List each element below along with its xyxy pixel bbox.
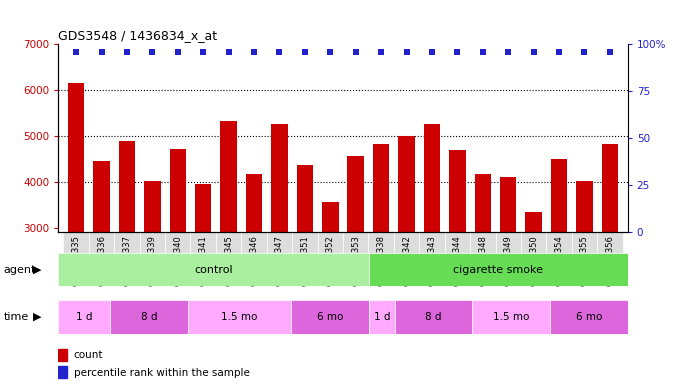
Point	[121, 49, 132, 55]
Point	[427, 49, 438, 55]
Bar	[495, 232, 521, 260]
Text: cigarette smoke: cigarette smoke	[453, 265, 543, 275]
Text: 1 d: 1 d	[76, 312, 93, 322]
Bar	[58, 366, 67, 379]
Bar	[119, 141, 135, 366]
Bar	[58, 253, 369, 286]
Bar	[576, 181, 593, 366]
Bar	[292, 300, 369, 334]
Bar	[63, 232, 88, 260]
Bar	[424, 124, 440, 366]
Bar	[241, 232, 267, 260]
Bar	[343, 232, 368, 260]
Text: count: count	[74, 350, 104, 360]
Bar	[475, 174, 491, 366]
Bar	[550, 300, 628, 334]
Bar	[598, 232, 623, 260]
Bar	[88, 232, 115, 260]
Bar	[449, 150, 466, 366]
Point	[401, 49, 412, 55]
Bar	[188, 300, 292, 334]
Bar	[216, 232, 241, 260]
Point	[528, 49, 539, 55]
Point	[324, 49, 335, 55]
Bar	[220, 121, 237, 366]
Bar	[500, 177, 517, 366]
Bar	[191, 232, 216, 260]
Bar	[58, 349, 67, 361]
Point	[554, 49, 565, 55]
Bar	[292, 232, 318, 260]
Bar	[246, 174, 262, 366]
Text: percentile rank within the sample: percentile rank within the sample	[74, 367, 250, 377]
Bar	[525, 212, 542, 366]
Point	[477, 49, 488, 55]
Text: time: time	[3, 312, 29, 322]
Point	[351, 49, 362, 55]
Bar	[369, 253, 628, 286]
Text: agent: agent	[3, 265, 36, 275]
Text: 8 d: 8 d	[425, 312, 442, 322]
Bar	[521, 232, 546, 260]
Bar	[473, 300, 550, 334]
Bar	[68, 83, 84, 366]
Bar	[165, 232, 191, 260]
Text: ▶: ▶	[33, 265, 41, 275]
Bar	[368, 232, 394, 260]
Bar	[110, 300, 188, 334]
Bar	[445, 232, 470, 260]
Point	[223, 49, 234, 55]
Bar	[571, 232, 598, 260]
Point	[579, 49, 590, 55]
Bar	[296, 166, 313, 366]
Text: 1 d: 1 d	[374, 312, 390, 322]
Bar	[394, 232, 419, 260]
Point	[503, 49, 514, 55]
Bar	[140, 232, 165, 260]
Bar	[169, 149, 186, 366]
Text: GDS3548 / 1436834_x_at: GDS3548 / 1436834_x_at	[58, 29, 217, 42]
Text: 6 mo: 6 mo	[576, 312, 602, 322]
Point	[198, 49, 209, 55]
Point	[274, 49, 285, 55]
Bar	[602, 144, 618, 366]
Bar	[322, 202, 339, 366]
Point	[604, 49, 615, 55]
Point	[248, 49, 259, 55]
Point	[376, 49, 387, 55]
Text: ▶: ▶	[33, 312, 41, 322]
Bar	[470, 232, 495, 260]
Bar	[318, 232, 343, 260]
Bar	[546, 232, 571, 260]
Text: 1.5 mo: 1.5 mo	[493, 312, 530, 322]
Bar	[93, 161, 110, 366]
Bar	[58, 300, 110, 334]
Bar	[144, 181, 161, 366]
Bar	[551, 159, 567, 366]
Bar	[373, 144, 390, 366]
Point	[147, 49, 158, 55]
Bar	[347, 156, 364, 366]
Bar	[271, 124, 287, 366]
Point	[96, 49, 107, 55]
Bar	[394, 300, 473, 334]
Text: 8 d: 8 d	[141, 312, 157, 322]
Point	[71, 49, 82, 55]
Point	[172, 49, 183, 55]
Bar	[267, 232, 292, 260]
Bar	[419, 232, 445, 260]
Text: 6 mo: 6 mo	[317, 312, 343, 322]
Bar	[369, 300, 394, 334]
Point	[299, 49, 310, 55]
Text: control: control	[194, 265, 233, 275]
Point	[452, 49, 463, 55]
Bar	[399, 136, 415, 366]
Bar	[115, 232, 140, 260]
Text: 1.5 mo: 1.5 mo	[222, 312, 258, 322]
Bar	[195, 184, 211, 366]
